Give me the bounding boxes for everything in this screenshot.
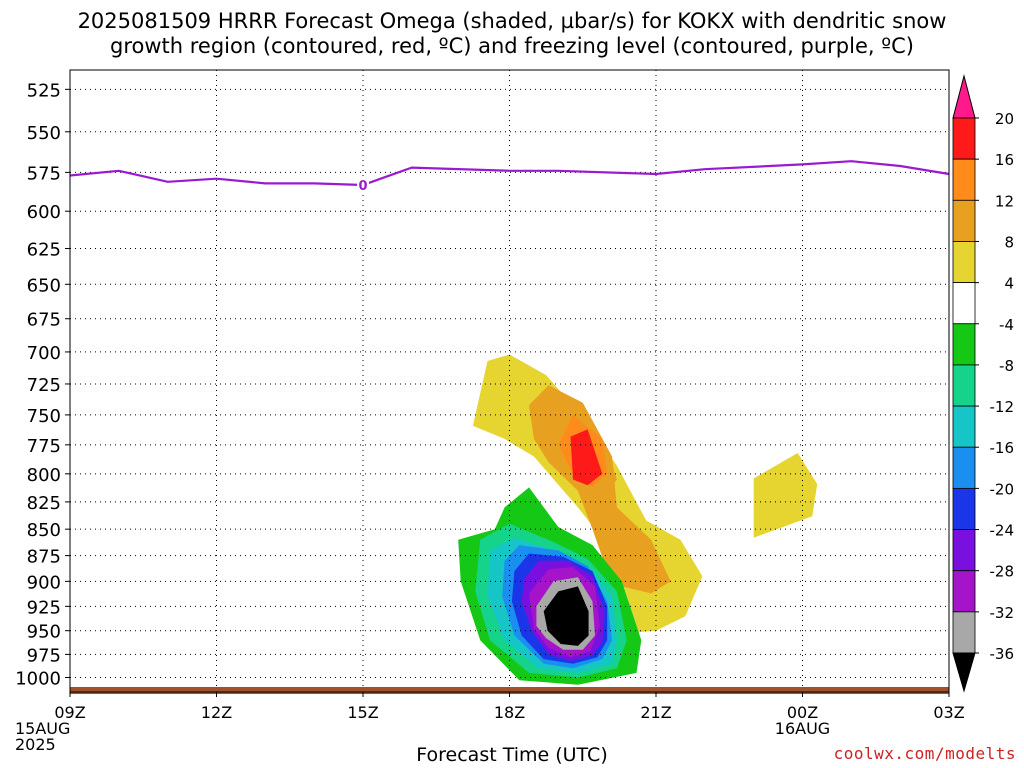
x-axis-label: Forecast Time (UTC) <box>416 744 608 766</box>
colorbar-label: 20 <box>995 110 1014 128</box>
x-tick-label: 16AUG <box>775 719 830 738</box>
freezing-level-line <box>69 160 950 187</box>
x-tick-label: 15AUG <box>15 719 70 738</box>
y-tick-label: 550 <box>27 123 61 144</box>
y-tick-label: 875 <box>27 547 61 568</box>
x-tick-label: 15Z <box>347 703 378 722</box>
x-tick-label: 03Z <box>933 703 964 722</box>
y-tick-label: 950 <box>27 622 61 643</box>
y-tick-label: 975 <box>27 645 61 666</box>
grid <box>70 70 949 692</box>
colorbar-label: -24 <box>990 522 1015 540</box>
chart-title-line2: growth region (contoured, red, ºC) and f… <box>110 34 914 58</box>
y-tick-label: 750 <box>27 406 61 427</box>
colorbar-label: -8 <box>999 357 1014 375</box>
y-tick-label: 675 <box>27 310 61 331</box>
omega-region-neg36 <box>543 586 589 646</box>
y-tick-label: 850 <box>27 520 61 541</box>
colorbar-swatch <box>952 158 976 201</box>
y-tick-label: 900 <box>27 572 61 593</box>
x-tick-label: 18Z <box>494 703 525 722</box>
omega-region-4 <box>753 453 818 538</box>
omega-shading <box>458 354 818 685</box>
y-tick-label: 1000 <box>15 669 61 690</box>
x-tick-label: 00Z <box>787 703 818 722</box>
freezing-level-label-bg <box>357 176 369 193</box>
x-tick-label: 2025 <box>15 735 56 754</box>
y-tick-label: 725 <box>27 375 61 396</box>
colorbar-label: 16 <box>995 151 1014 169</box>
chart-title-line1: 2025081509 HRRR Forecast Omega (shaded, … <box>77 9 947 33</box>
colorbar-label: -36 <box>990 645 1015 663</box>
y-tick-label: 575 <box>27 163 61 184</box>
colorbar-label: -4 <box>999 316 1014 334</box>
y-tick-label: 600 <box>27 202 61 223</box>
colorbar-swatch <box>952 487 976 530</box>
colorbar-label: -12 <box>990 398 1015 416</box>
colorbar-label: 8 <box>1004 233 1014 251</box>
terrain-strip <box>70 687 949 694</box>
colorbar-swatch <box>952 611 976 654</box>
freezing-level-label: 0 <box>358 179 367 194</box>
y-tick-label: 525 <box>27 80 61 101</box>
y-tick-label: 825 <box>27 493 61 514</box>
colorbar-label: 4 <box>1004 275 1014 293</box>
colorbar-swatch <box>952 241 976 284</box>
x-tick-label: 21Z <box>640 703 671 722</box>
y-axis: 525 550 575 600 625 650 675 700 725 750 775 800 825 8… <box>15 80 70 690</box>
y-tick-label: 700 <box>27 343 61 364</box>
colorbar-label: -28 <box>990 563 1015 581</box>
colorbar-top-arrow <box>952 74 976 119</box>
y-tick-label: 625 <box>27 239 61 260</box>
colorbar-swatch <box>952 570 976 613</box>
y-tick-label: 925 <box>27 597 61 618</box>
x-tick-label: 09Z <box>54 703 85 722</box>
credit-link[interactable]: coolwx.com/modelts <box>833 744 1016 763</box>
y-tick-label: 800 <box>27 465 61 486</box>
colorbar-swatch <box>952 446 976 489</box>
colorbar-label: -20 <box>990 480 1015 498</box>
colorbar-swatch <box>952 282 976 325</box>
colorbar-swatch <box>952 364 976 407</box>
colorbar-swatch <box>952 117 976 160</box>
omega-region-20 <box>570 429 603 486</box>
colorbar: 20 16 12 8 4 -4 -8 -12 -16 -20 -24 -28 -32 -36 <box>952 74 1015 693</box>
colorbar-swatch <box>952 529 976 572</box>
colorbar-swatch <box>952 323 976 366</box>
x-tick-label: 12Z <box>201 703 232 722</box>
colorbar-label: -32 <box>990 604 1015 622</box>
colorbar-swatch <box>952 199 976 242</box>
y-tick-label: 775 <box>27 436 61 457</box>
colorbar-bottom-arrow <box>952 652 976 693</box>
y-tick-label: 650 <box>27 275 61 296</box>
colorbar-label: -16 <box>990 439 1015 457</box>
colorbar-label: 12 <box>995 192 1014 210</box>
colorbar-swatch <box>952 405 976 448</box>
